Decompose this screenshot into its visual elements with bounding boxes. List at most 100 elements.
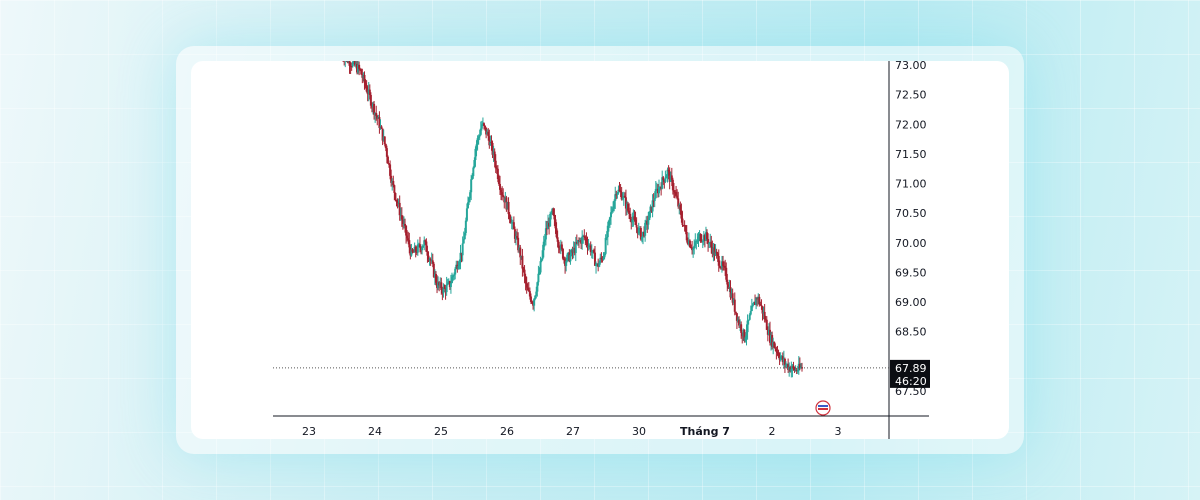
candle bbox=[738, 316, 741, 329]
candle bbox=[644, 219, 647, 242]
candle bbox=[507, 197, 510, 220]
candle bbox=[747, 319, 750, 325]
candle bbox=[643, 226, 646, 238]
candle bbox=[763, 304, 766, 323]
candle bbox=[425, 238, 428, 252]
candle bbox=[487, 128, 490, 141]
candle bbox=[608, 216, 611, 228]
economic-calendar-event-icon[interactable] bbox=[815, 400, 831, 416]
candle bbox=[749, 305, 752, 316]
candle bbox=[535, 286, 538, 299]
candle bbox=[731, 288, 734, 306]
candle bbox=[358, 61, 361, 76]
candle bbox=[799, 363, 802, 369]
candle bbox=[569, 249, 572, 265]
candle bbox=[587, 238, 590, 251]
x-tick-label: 26 bbox=[500, 425, 514, 438]
candle bbox=[473, 157, 476, 169]
candle bbox=[567, 251, 570, 262]
candle bbox=[438, 281, 441, 292]
candle bbox=[375, 105, 378, 121]
candle bbox=[424, 239, 427, 245]
candle bbox=[761, 306, 764, 321]
candle bbox=[597, 258, 600, 272]
candle bbox=[757, 293, 760, 305]
candle bbox=[480, 120, 483, 131]
candle bbox=[612, 201, 615, 213]
candle bbox=[536, 281, 539, 297]
candle bbox=[499, 175, 502, 195]
y-tick-label: 71.50 bbox=[895, 148, 927, 161]
y-tick-label: 72.00 bbox=[895, 118, 927, 131]
candle bbox=[661, 170, 664, 190]
candle bbox=[589, 241, 592, 256]
candle bbox=[586, 236, 589, 255]
candle bbox=[472, 166, 475, 179]
candle bbox=[611, 206, 614, 215]
candle bbox=[464, 217, 467, 236]
candle bbox=[797, 356, 800, 375]
candle bbox=[580, 237, 583, 250]
candle bbox=[356, 61, 359, 75]
candle bbox=[754, 294, 757, 306]
candle bbox=[354, 61, 357, 69]
candle bbox=[406, 230, 409, 242]
candle bbox=[788, 362, 791, 377]
candle bbox=[401, 215, 404, 230]
candle bbox=[752, 301, 755, 305]
candlestick-chart[interactable]: 73.00 72.50 72.00 71.50 71.00 70.50 70.00 69.50… bbox=[191, 61, 1009, 439]
candle bbox=[360, 68, 363, 75]
candle bbox=[658, 179, 661, 198]
candle bbox=[715, 248, 718, 259]
candle bbox=[579, 237, 582, 243]
candle bbox=[540, 258, 543, 263]
candle bbox=[591, 249, 594, 259]
candle bbox=[433, 269, 436, 285]
candle bbox=[378, 111, 381, 134]
candle bbox=[382, 129, 385, 142]
candle bbox=[653, 191, 656, 208]
candle bbox=[796, 365, 799, 374]
candle bbox=[541, 244, 544, 261]
candle bbox=[389, 160, 392, 180]
candle bbox=[353, 61, 356, 67]
candle bbox=[646, 215, 649, 233]
candle bbox=[742, 328, 745, 341]
candle bbox=[574, 236, 577, 262]
candle bbox=[484, 125, 487, 131]
candle bbox=[621, 192, 624, 201]
candle bbox=[734, 311, 737, 315]
candle bbox=[506, 201, 509, 210]
candle bbox=[407, 231, 410, 245]
candle bbox=[682, 224, 685, 227]
candle bbox=[605, 231, 608, 241]
candle bbox=[525, 276, 528, 294]
candle bbox=[492, 145, 495, 163]
candle bbox=[393, 184, 396, 201]
candle bbox=[735, 312, 738, 329]
candle bbox=[450, 272, 453, 284]
candle bbox=[755, 297, 758, 310]
candle bbox=[370, 102, 373, 113]
candle bbox=[789, 365, 792, 373]
candle bbox=[344, 61, 346, 68]
candle bbox=[529, 293, 532, 304]
candle bbox=[570, 248, 573, 257]
candle bbox=[488, 129, 491, 149]
candle bbox=[431, 253, 434, 268]
candle bbox=[442, 283, 445, 298]
candle bbox=[777, 349, 780, 358]
candle bbox=[678, 203, 681, 215]
candle bbox=[588, 243, 591, 250]
candle bbox=[758, 294, 761, 307]
candle bbox=[364, 79, 367, 89]
candle bbox=[369, 92, 372, 109]
candle bbox=[490, 135, 493, 151]
candle bbox=[776, 345, 779, 356]
candle bbox=[699, 233, 702, 243]
candle bbox=[722, 255, 725, 271]
y-tick-label: 73.00 bbox=[895, 61, 927, 72]
candle bbox=[454, 266, 457, 280]
candle bbox=[748, 312, 751, 321]
candle bbox=[709, 233, 712, 249]
